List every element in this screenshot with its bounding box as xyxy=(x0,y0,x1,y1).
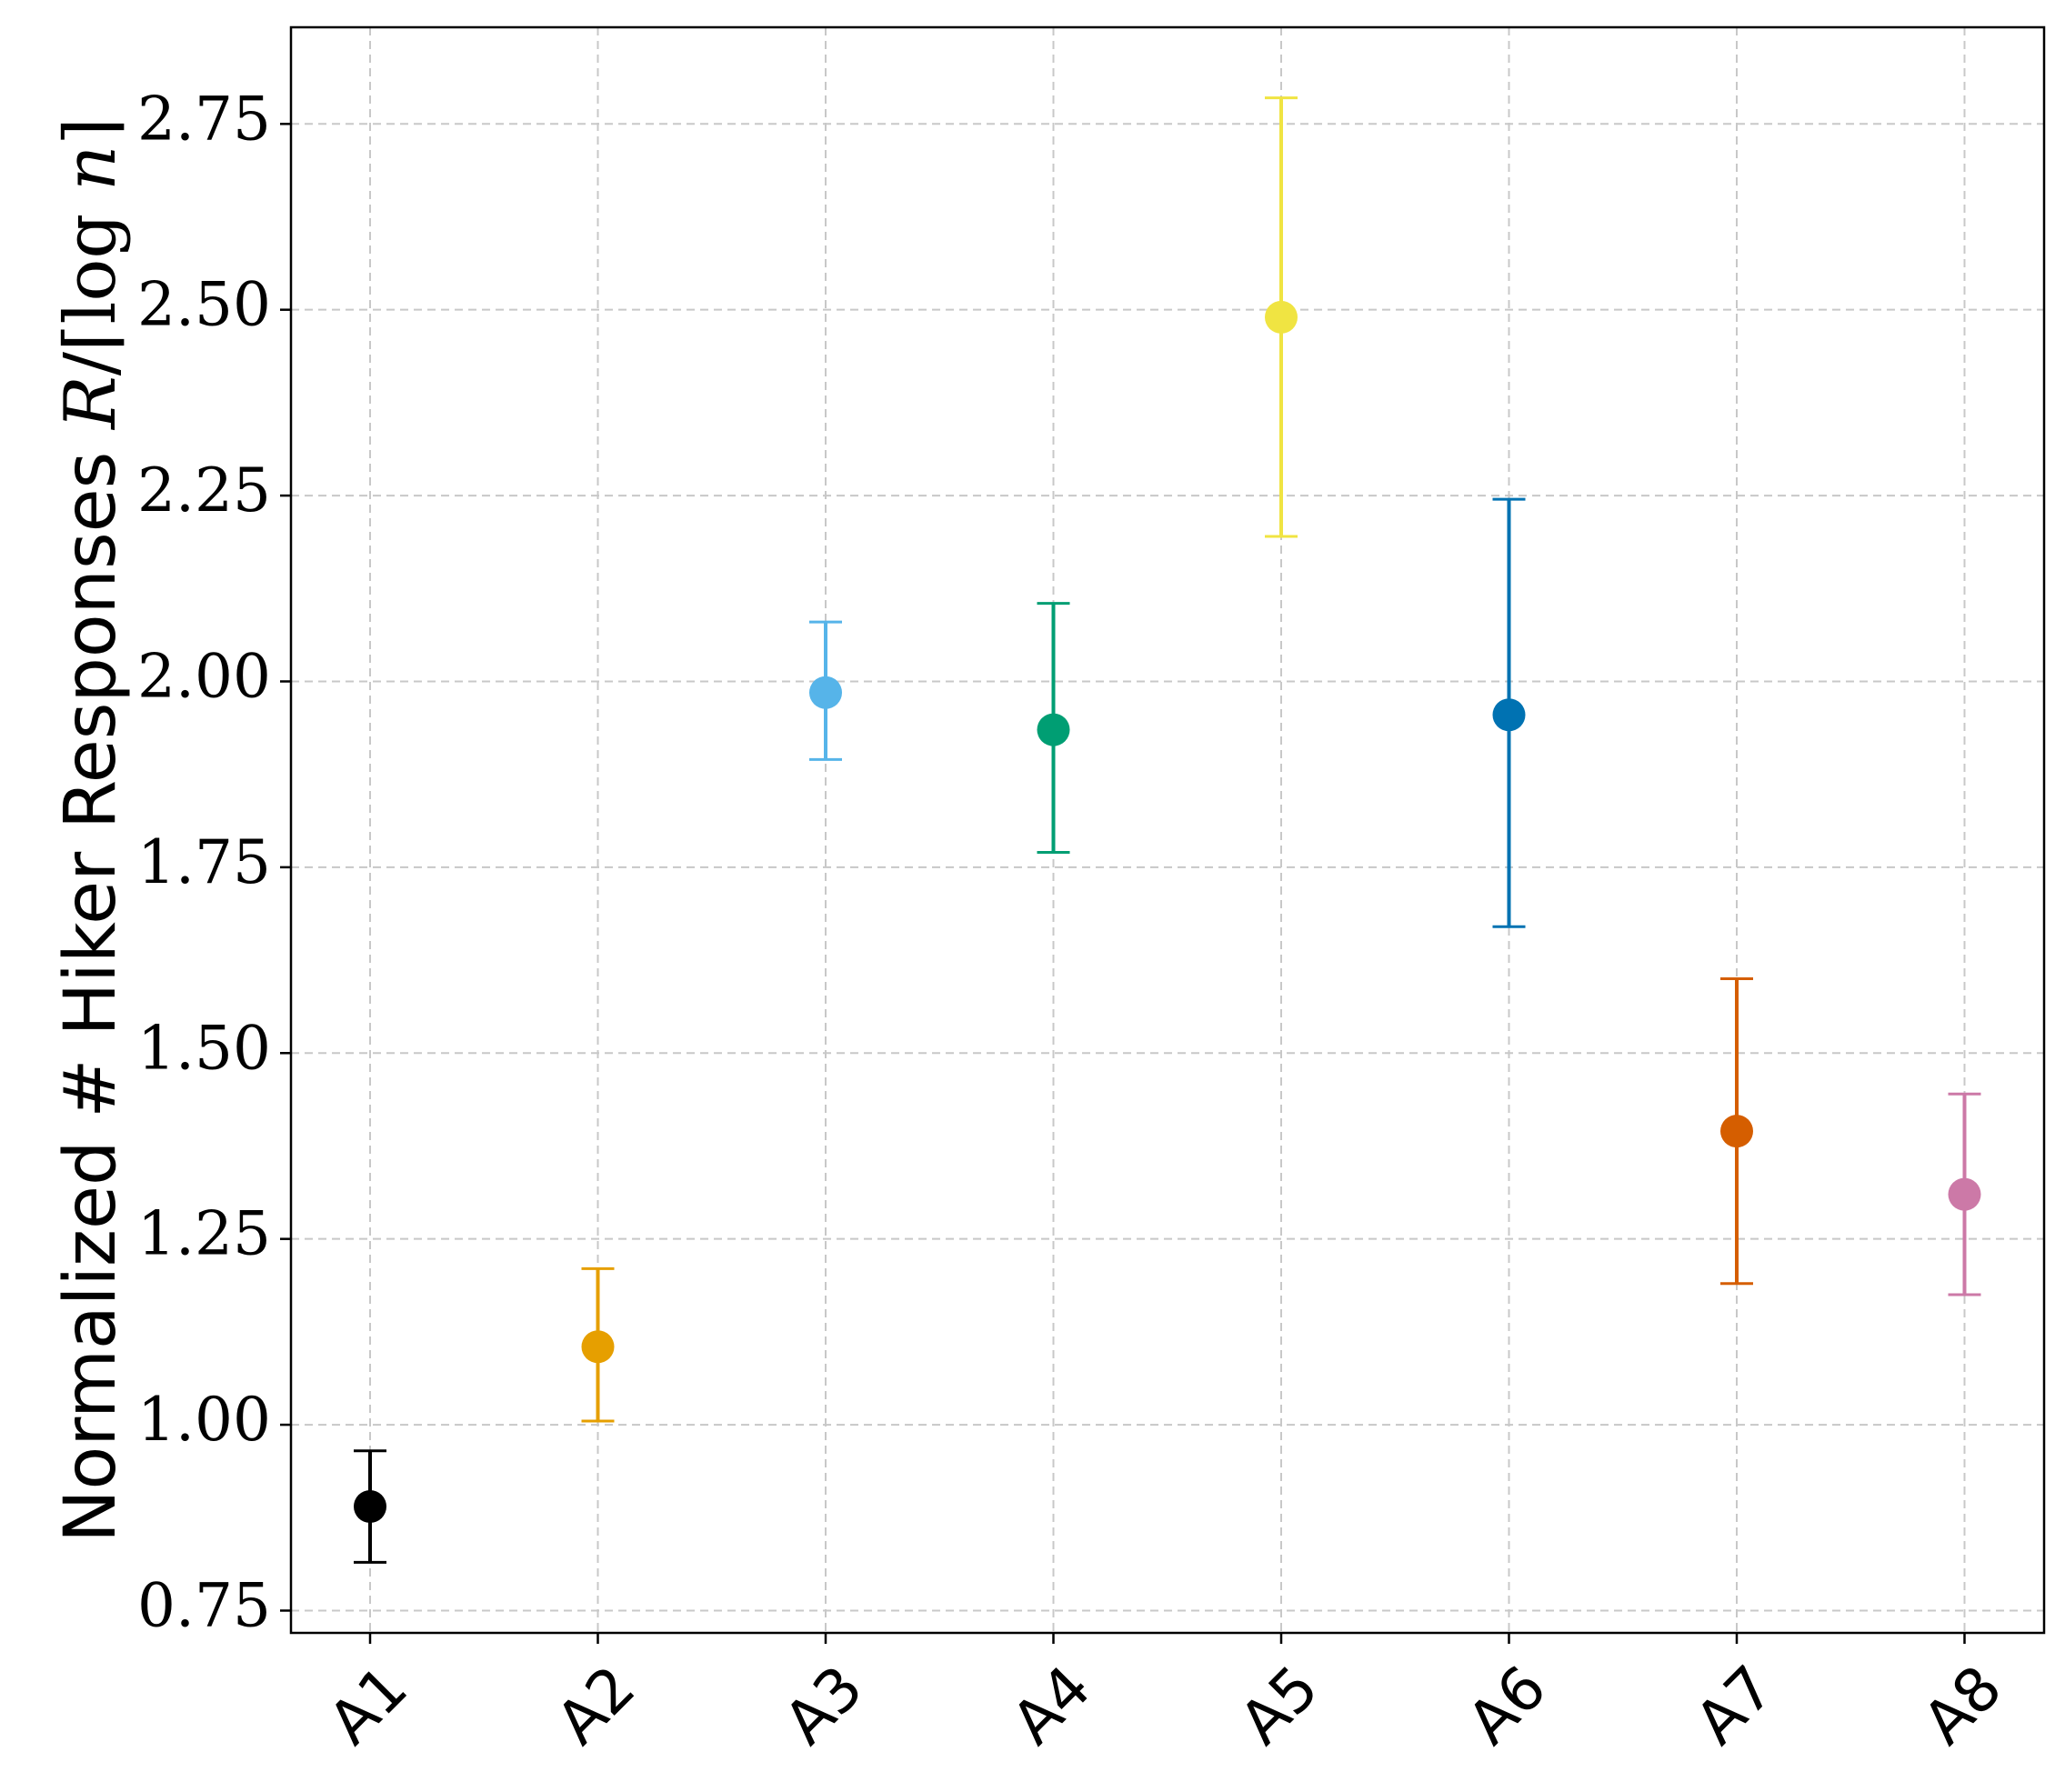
grid xyxy=(291,27,2044,1633)
y-axis-ticks: 0.75 1.00 1.25 1.50 1.75 2.00 2.25 2.50 2.75 xyxy=(137,84,291,1640)
y-tick-label: 2.25 xyxy=(137,456,271,526)
y-axis-label: Normalized # Hiker Responses R/⌈log n⌉ xyxy=(50,117,133,1543)
y-tick-label: 2.50 xyxy=(137,270,271,340)
y-tick-label: 1.00 xyxy=(137,1385,271,1455)
data-point-a5 xyxy=(1265,300,1298,334)
y-axis-label-n: n xyxy=(50,145,132,191)
y-axis-label-ceil: ⌉ xyxy=(50,117,132,145)
data-point-a4 xyxy=(1037,713,1070,746)
y-tick-label: 2.75 xyxy=(137,84,271,154)
y-tick-label: 1.25 xyxy=(137,1199,271,1269)
data-point-a2 xyxy=(581,1330,615,1364)
data-point-a3 xyxy=(809,676,842,709)
y-tick-label: 0.75 xyxy=(137,1570,271,1640)
data-point-a1 xyxy=(354,1490,386,1524)
plot-frame xyxy=(289,25,2046,1635)
data-points xyxy=(354,300,1981,1524)
y-tick-label: 1.75 xyxy=(137,827,271,897)
y-tick-label: 2.00 xyxy=(137,641,271,711)
y-tick-label: 1.50 xyxy=(137,1013,271,1083)
y-axis-label-text: Normalized # Hiker Responses xyxy=(50,429,132,1543)
y-axis-label-var: R xyxy=(50,375,132,431)
data-point-a6 xyxy=(1492,698,1526,732)
y-axis-label-log: /⌈log xyxy=(50,191,132,375)
data-point-a8 xyxy=(1948,1177,1981,1211)
data-point-a7 xyxy=(1720,1115,1753,1148)
